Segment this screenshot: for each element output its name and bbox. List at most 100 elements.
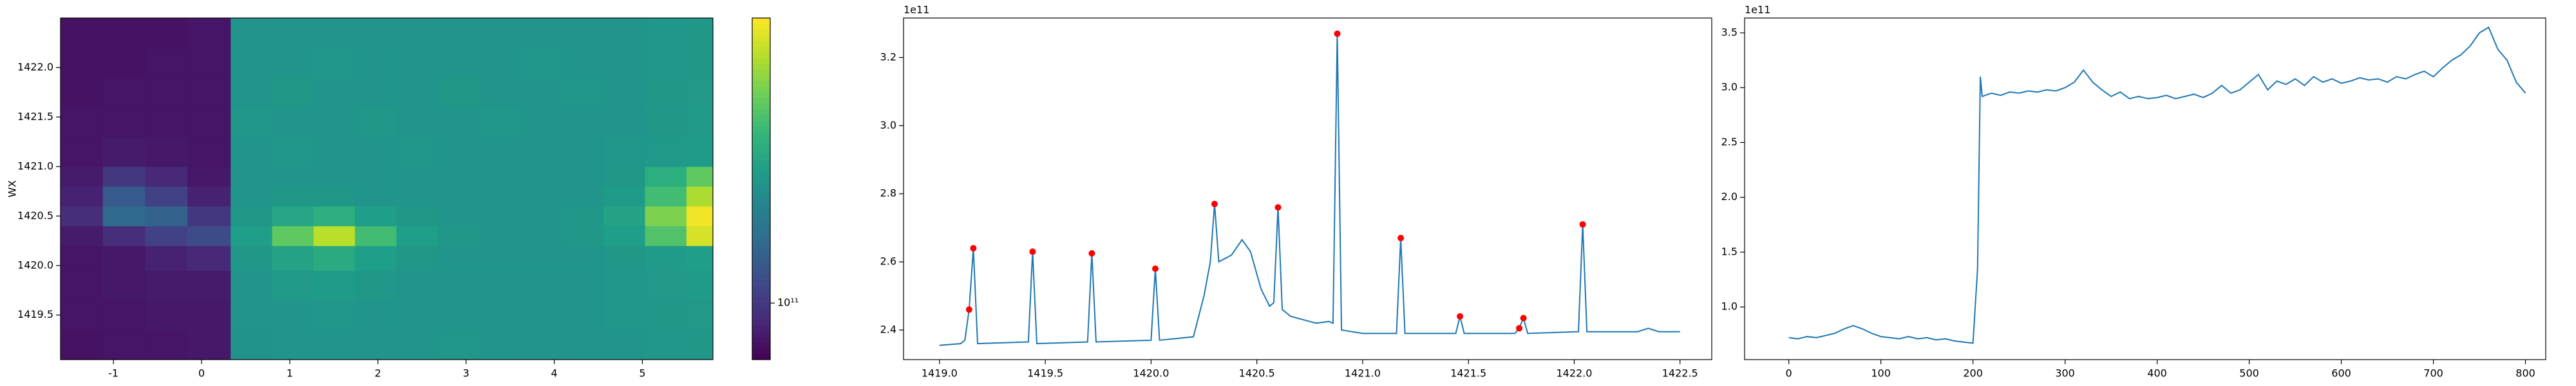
colorbar-segment	[752, 52, 770, 59]
heatmap-cell	[61, 226, 104, 246]
heatmap-cell	[562, 206, 604, 226]
heatmap-cell	[396, 77, 439, 108]
colorbar-segment	[752, 291, 770, 298]
peak-marker	[1088, 250, 1095, 257]
colorbar-segment	[752, 126, 770, 133]
y-offset-label: 1e11	[1745, 4, 1770, 16]
heatmap-cell	[145, 166, 188, 187]
heatmap-cell	[231, 206, 273, 226]
colorbar-segment	[752, 228, 770, 235]
heatmap-cell	[272, 206, 314, 226]
x-tick-label: 1422.5	[1662, 367, 1698, 380]
colorbar-segment	[752, 183, 770, 189]
heatmap-cell	[686, 270, 714, 301]
heatmap-cell	[102, 226, 146, 246]
heatmap-cell	[686, 226, 714, 246]
heatmap-cell	[313, 18, 355, 48]
heatmap-cell	[272, 107, 314, 138]
heatmap-cell	[479, 206, 522, 226]
colorbar-segment	[752, 217, 770, 224]
colorbar-segment	[752, 257, 770, 264]
heatmap-cell	[355, 48, 397, 78]
colorbar-segment	[752, 92, 770, 98]
colorbar-segment	[752, 23, 770, 30]
heatmap-cell	[396, 107, 439, 138]
heatmap-cell	[231, 107, 273, 138]
heatmap-cell	[145, 226, 188, 246]
y-tick-label: 2.8	[880, 187, 896, 199]
colorbar-segment	[752, 46, 770, 53]
heatmap-cell	[520, 18, 563, 48]
data-line	[939, 33, 1680, 346]
heatmap-cell	[313, 246, 355, 271]
heatmap-cell	[603, 136, 646, 167]
y-tick-label: 1.5	[1721, 245, 1738, 257]
heatmap-cell	[645, 226, 687, 246]
heatmap-cell	[520, 270, 563, 301]
heatmap-cell	[61, 246, 104, 271]
heatmap-cell	[313, 270, 355, 301]
heatmap-cell	[355, 107, 397, 138]
heatmap-cell	[479, 226, 522, 246]
heatmap-cell	[603, 48, 646, 78]
colorbar-segment	[752, 109, 770, 115]
colorbar-segment	[752, 194, 770, 201]
colorbar-segment	[752, 80, 770, 87]
heatmap-cell	[187, 107, 231, 138]
heatmap-cell	[437, 18, 480, 48]
heatmap-cell	[313, 329, 355, 360]
heatmap-cell	[645, 77, 687, 108]
heatmap-cell	[645, 18, 687, 48]
heatmap-cell	[645, 329, 687, 360]
heatmap-cell	[313, 166, 355, 187]
heatmap-cell	[645, 300, 687, 331]
colorbar-segment	[752, 137, 770, 144]
colorbar-segment	[752, 29, 770, 36]
heatmap-cell	[231, 48, 273, 78]
heatmap-cell	[231, 186, 273, 207]
colorbar-segment	[752, 69, 770, 75]
heatmap-cell	[187, 329, 231, 360]
heatmap-cell	[437, 186, 480, 207]
heatmap-cell	[396, 226, 439, 246]
heatmap-cell	[645, 270, 687, 301]
x-tick-label: 700	[2423, 367, 2443, 380]
heatmap-cell	[479, 300, 522, 331]
heatmap-cell	[355, 136, 397, 167]
heatmap-cell	[61, 186, 104, 207]
heatmap-cell	[396, 48, 439, 78]
x-tick-label: 1420.5	[1239, 367, 1275, 380]
heatmap-cell	[562, 226, 604, 246]
colorbar-segment	[752, 97, 770, 104]
heatmap-cell	[520, 206, 563, 226]
heatmap-cell	[355, 186, 397, 207]
heatmap-cell	[102, 246, 146, 271]
y-tick-label: 1.0	[1721, 300, 1738, 313]
heatmap-cell	[437, 300, 480, 331]
heatmap-cell	[645, 107, 687, 138]
colorbar-segment	[752, 336, 770, 343]
heatmap-cell	[645, 48, 687, 78]
heatmap-cell	[187, 246, 231, 271]
colorbar-segment	[752, 348, 770, 354]
heatmap-cell	[479, 270, 522, 301]
colorbar-segment	[752, 246, 770, 252]
heatmap-cell	[231, 246, 273, 271]
heatmap-cell	[396, 270, 439, 301]
heatmap-cell	[562, 77, 604, 108]
heatmap-cell	[645, 246, 687, 271]
heatmap-cell	[520, 329, 563, 360]
heatmap-cell	[686, 107, 714, 138]
heatmap-cell	[562, 186, 604, 207]
heatmap-cell	[61, 270, 104, 301]
heatmap-cell	[355, 300, 397, 331]
x-tick-label: 1419.5	[1027, 367, 1063, 380]
heatmap-cell	[272, 48, 314, 78]
heatmap-cell	[520, 136, 563, 167]
colorbar-segment	[752, 320, 770, 326]
x-tick-label: 1419.0	[922, 367, 958, 380]
x-tick-label: 100	[1871, 367, 1891, 380]
heatmap-cell	[520, 107, 563, 138]
colorbar-segment	[752, 18, 770, 24]
heatmap-cell	[231, 77, 273, 108]
